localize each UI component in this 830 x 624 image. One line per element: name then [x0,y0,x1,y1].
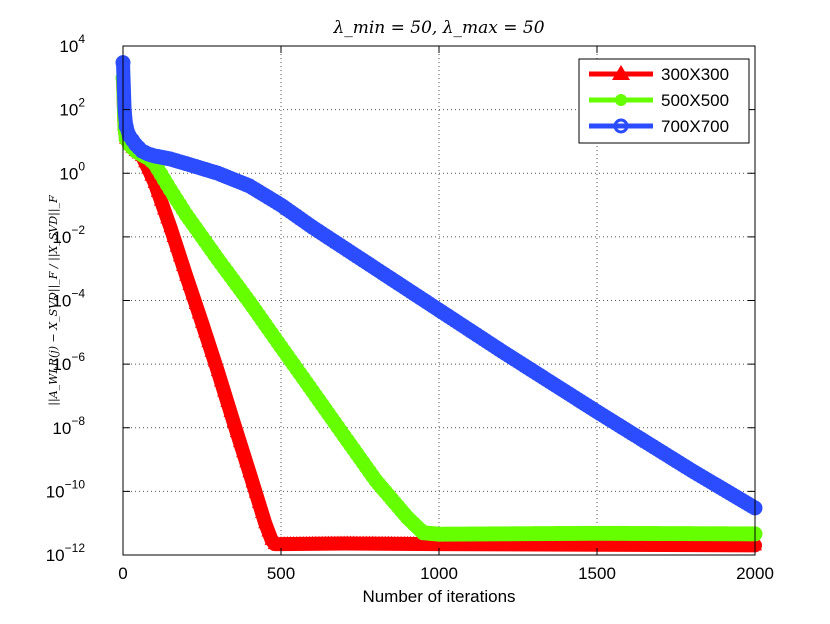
data-point-marker [217,383,232,397]
data-point-marker [172,248,187,262]
legend-marker [613,118,629,134]
y-tick-label: 102 [59,96,85,120]
data-point-marker [226,414,241,428]
data-point-marker [213,373,228,387]
y-tick-label: 10−12 [46,541,86,565]
data-point-marker [188,295,203,309]
y-tick-label: 100 [59,159,85,183]
x-tick-label: 1000 [420,564,458,583]
y-tick-label: 10−8 [52,414,85,438]
data-point-marker [248,484,263,498]
x-axis-label: Number of iterations [362,587,515,606]
legend-marker [612,65,630,80]
data-point-marker [220,393,235,407]
data-point-marker [210,363,225,377]
data-point-marker [204,343,219,357]
series-layer [115,55,763,553]
data-point-marker [201,334,216,348]
chart-title: λ_min = 50, λ_max = 50 [332,18,544,38]
x-tick-label: 500 [267,564,295,583]
data-point-marker [198,324,213,338]
y-tick-label: 10−10 [46,477,86,501]
data-point-marker [191,305,206,319]
data-point-marker [251,494,266,508]
data-point-marker [242,464,257,478]
data-point-marker [207,353,222,367]
legend-label: 700X700 [661,117,729,136]
grid-lines [123,46,755,555]
legend-label: 500X500 [661,91,729,110]
data-point-marker [223,403,238,417]
y-tick-label: 104 [59,32,85,56]
y-tick-label: 10−6 [52,350,85,374]
y-axis-label: ||A_WLR(j) − X_SVD||_F / ||X_SVD||_F [47,195,61,406]
data-point-marker [169,238,184,252]
y-tick-label: 10−2 [52,223,85,247]
series-700X700 [115,55,763,516]
x-tick-label: 2000 [736,564,774,583]
data-point-marker [176,258,191,272]
legend: 300X300 500X500 700X700 [578,58,750,144]
x-tick-label: 0 [118,564,127,583]
data-point-marker [245,474,260,488]
data-point-marker [166,228,181,242]
data-point-marker [163,219,178,233]
data-point-marker [179,267,194,281]
legend-label: 300X300 [661,65,729,84]
data-point-marker [239,454,254,468]
legend-marker [615,94,627,106]
y-tick-label: 10−4 [52,287,85,311]
data-point-marker [229,424,244,438]
data-point-marker [195,314,209,328]
data-point-marker [185,286,200,300]
data-point-marker [255,504,270,518]
data-point-marker [182,277,197,291]
data-point-marker [232,434,247,448]
tick-marks [122,45,756,556]
x-tick-label: 1500 [578,564,616,583]
data-point-marker [236,444,251,458]
